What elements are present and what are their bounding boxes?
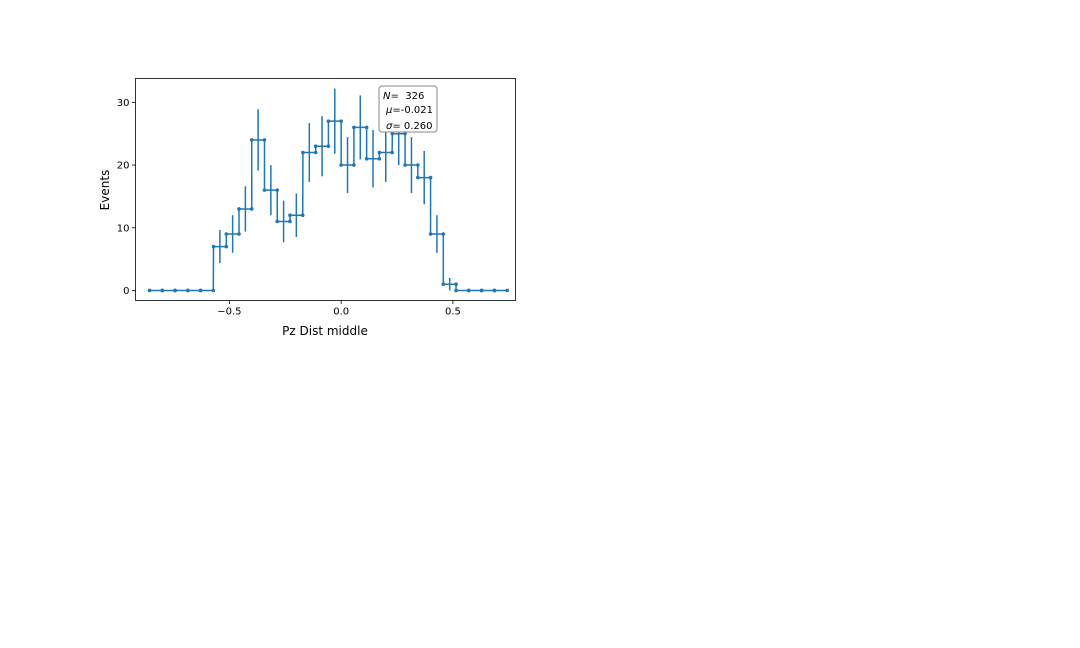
data-point [249, 138, 254, 142]
x-tick-label: 0.0 [333, 307, 349, 318]
data-point [288, 219, 292, 224]
data-point [211, 288, 216, 293]
data-point [262, 138, 267, 142]
stats-n-label: N [383, 91, 391, 102]
x-tick-label: −0.5 [217, 307, 241, 318]
data-point [390, 150, 394, 155]
data-point [492, 288, 497, 293]
data-point [339, 119, 343, 123]
stats-sigma-value: = 0.260 [392, 121, 432, 132]
data-point [313, 150, 318, 155]
data-point [403, 163, 407, 167]
data-point [237, 232, 241, 236]
data-point [147, 288, 152, 293]
stats-mean-label: μ [385, 105, 392, 116]
x-tick-label: 0.5 [445, 307, 461, 318]
data-point [326, 144, 331, 149]
data-point [211, 244, 216, 249]
data-point [390, 131, 395, 136]
data-point [377, 150, 382, 155]
data-point [441, 232, 446, 236]
x-axis-title: Pz Dist middle [282, 324, 368, 338]
stats-box-frame [378, 85, 438, 133]
data-point [249, 207, 254, 211]
data-point [466, 288, 471, 293]
y-tick-label: 0 [123, 286, 129, 297]
y-tick-label: 10 [117, 223, 130, 234]
stats-box: N= 326 μ=-0.021 σ= 0.260 [378, 85, 438, 133]
data-point [339, 163, 343, 167]
stats-n: N= 326 [383, 91, 424, 102]
data-point [326, 119, 331, 123]
data-point [454, 282, 458, 286]
stats-n-value: = 326 [390, 91, 424, 102]
data-point [505, 288, 510, 293]
data-point [364, 156, 369, 161]
data-point [300, 213, 305, 218]
data-point [186, 288, 190, 293]
data-point [313, 144, 318, 149]
data-point [377, 156, 382, 161]
data-point [275, 219, 280, 224]
data-point [416, 163, 420, 167]
data-point [352, 163, 356, 167]
series-step-line [149, 120, 508, 292]
data-point [428, 175, 433, 180]
data-point [288, 213, 292, 218]
data-point [237, 207, 241, 211]
data-point [301, 150, 305, 155]
plot-frame [135, 78, 516, 301]
data-point [224, 232, 229, 236]
data-point [403, 131, 407, 136]
y-tick-label: 20 [117, 161, 130, 172]
data-point [441, 282, 446, 286]
stats-sigma-label: σ [386, 121, 393, 132]
y-tick-label: 30 [117, 98, 130, 109]
data-point [454, 288, 458, 293]
data-point [428, 232, 433, 236]
data-point [352, 125, 356, 130]
stats-sigma: σ= 0.260 [386, 121, 433, 132]
stats-mean-value: =-0.021 [392, 105, 433, 116]
data-point [224, 244, 229, 249]
data-point [198, 288, 203, 293]
data-point [364, 125, 369, 130]
stats-mean: μ=-0.021 [385, 105, 433, 116]
data-marks [147, 88, 510, 293]
data-point [479, 288, 484, 293]
y-axis-title: Events [98, 170, 112, 211]
data-point [160, 288, 165, 293]
x-axis-ticks: −0.5 0.0 0.5 [217, 300, 461, 318]
data-point [262, 188, 267, 192]
data-point [416, 175, 420, 180]
y-axis-ticks: 0 10 20 30 [117, 98, 136, 297]
data-point [173, 288, 177, 293]
data-point [275, 188, 280, 192]
